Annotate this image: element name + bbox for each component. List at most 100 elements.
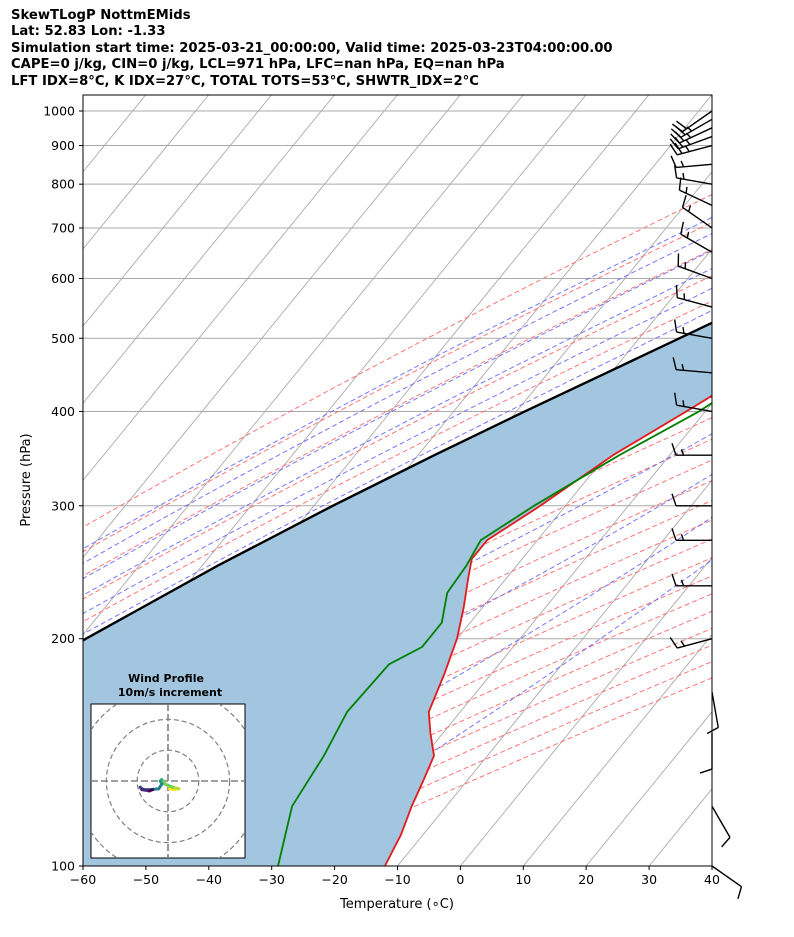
title-line-indices: LFT IDX=8°C, K IDX=27°C, TOTAL TOTS=53°C… (11, 73, 479, 89)
isotherm-gridline (83, 95, 272, 327)
wind-barb-shaft (677, 135, 713, 150)
wind-barb (669, 637, 713, 649)
isotherm-gridline (83, 95, 587, 713)
title-line-station: SkewTLogP NottmEMids (11, 8, 191, 23)
x-tick-label: −60 (70, 872, 96, 887)
wind-barb-half-flag (680, 640, 686, 647)
y-tick-label: 200 (51, 631, 75, 646)
y-tick-label: 1000 (43, 103, 75, 118)
hodograph-plot (91, 704, 245, 858)
wind-barb-flag (669, 138, 679, 150)
series-line-temperature (384, 394, 712, 866)
isotherm-gridline (334, 402, 712, 866)
x-tick-label: −20 (321, 872, 347, 887)
wind-barb-half-flag (680, 160, 685, 168)
profile-series (83, 321, 712, 866)
x-tick-label: −10 (384, 872, 410, 887)
wind-barb (699, 733, 713, 774)
wind-barb-flag (671, 493, 677, 506)
wind-barb-flag (674, 136, 684, 148)
wind-barb-shaft (676, 163, 713, 169)
title-line-times: Simulation start time: 2025-03-21_00:00:… (11, 40, 613, 56)
isotherm-gridline (648, 788, 712, 866)
x-tick-label: −30 (259, 872, 285, 887)
wind-barb-flag (671, 573, 677, 587)
wind-barb (671, 528, 712, 542)
wind-barb (673, 319, 713, 339)
isotherm-gridline (522, 633, 712, 866)
y-tick-label: 400 (51, 404, 75, 419)
wind-barb-half-flag (680, 534, 685, 541)
wind-barb-half-flag (685, 132, 692, 139)
dry-adiabat (83, 459, 712, 765)
isotherm-gridline (83, 95, 461, 559)
isotherm-gridline (83, 95, 524, 636)
wind-barb (675, 285, 713, 308)
wind-barb (670, 127, 713, 144)
wind-barb (671, 443, 712, 456)
wind-barb (677, 253, 713, 280)
moist-adiabat (83, 287, 712, 615)
x-tick-label: −40 (196, 872, 222, 887)
wind-barb (711, 865, 743, 899)
y-tick-label: 500 (51, 331, 75, 346)
wind-barb (671, 573, 712, 587)
wind-barb (673, 392, 713, 413)
dry-adiabat (83, 538, 712, 836)
wind-barb-half-flag (682, 400, 685, 407)
dry-adiabat (83, 519, 712, 819)
mixing-ratio-line (732, 95, 794, 279)
x-tick-label: 40 (704, 872, 720, 887)
wind-barb-shaft (677, 638, 713, 649)
title-line-cape: CAPE=0 j/kg, CIN=0 j/kg, LCL=971 hPa, LF… (11, 57, 505, 73)
wind-barb-half-flag (687, 205, 692, 212)
isotherm-gridline (83, 95, 84, 96)
dry-adiabat (83, 193, 712, 528)
wind-barb (680, 221, 713, 253)
wind-barb (672, 357, 713, 374)
wind-barb-half-flag (680, 579, 685, 587)
isotherm-gridline (0, 95, 20, 866)
wind-barb-shaft (711, 691, 719, 728)
wind-barb-flag (669, 143, 678, 156)
wind-barb-flag (681, 194, 687, 208)
x-tick-label: −50 (133, 872, 159, 887)
y-tick-label: 900 (51, 138, 75, 153)
wind-barb (669, 142, 713, 156)
wind-barb-shaft (677, 144, 713, 156)
wind-barb-flag (675, 125, 686, 136)
wind-barb (706, 691, 719, 735)
wind-barb (681, 194, 713, 229)
isotherm-gridline (83, 95, 398, 482)
wind-barb-flag (678, 177, 682, 191)
series-line-dewpoint (277, 401, 712, 866)
wind-barb-shaft (679, 189, 713, 206)
dry-adiabat (83, 275, 712, 600)
y-tick-label: 600 (51, 271, 75, 286)
wind-barb-shaft (682, 206, 713, 229)
y-axis-label: Pressure (hPa) (19, 433, 34, 526)
x-tick-label: 0 (456, 872, 464, 887)
wind-barb-half-flag (685, 186, 688, 194)
moist-adiabat (83, 216, 712, 550)
x-tick-label: 30 (641, 872, 657, 887)
wind-barb-flag (676, 120, 688, 130)
isotherm-gridline (775, 95, 794, 866)
wind-barb-flag (675, 285, 678, 298)
series-line-parcel-profile (83, 321, 712, 642)
wind-barb-shaft (676, 368, 713, 374)
wind-barb-half-flag (685, 145, 690, 153)
x-tick-label: 20 (578, 872, 594, 887)
wind-barb-flag (671, 443, 677, 456)
wind-barb-shaft (676, 404, 713, 413)
dry-adiabat (83, 221, 712, 553)
moist-adiabat (83, 473, 712, 814)
wind-barb-flag (674, 131, 685, 142)
wind-barb-flag (706, 726, 719, 735)
wind-barb (671, 493, 712, 507)
wind-barb (678, 177, 713, 206)
moist-adiabat (83, 433, 712, 763)
wind-barb-flag (680, 221, 685, 235)
wind-barb-flag (737, 886, 743, 899)
